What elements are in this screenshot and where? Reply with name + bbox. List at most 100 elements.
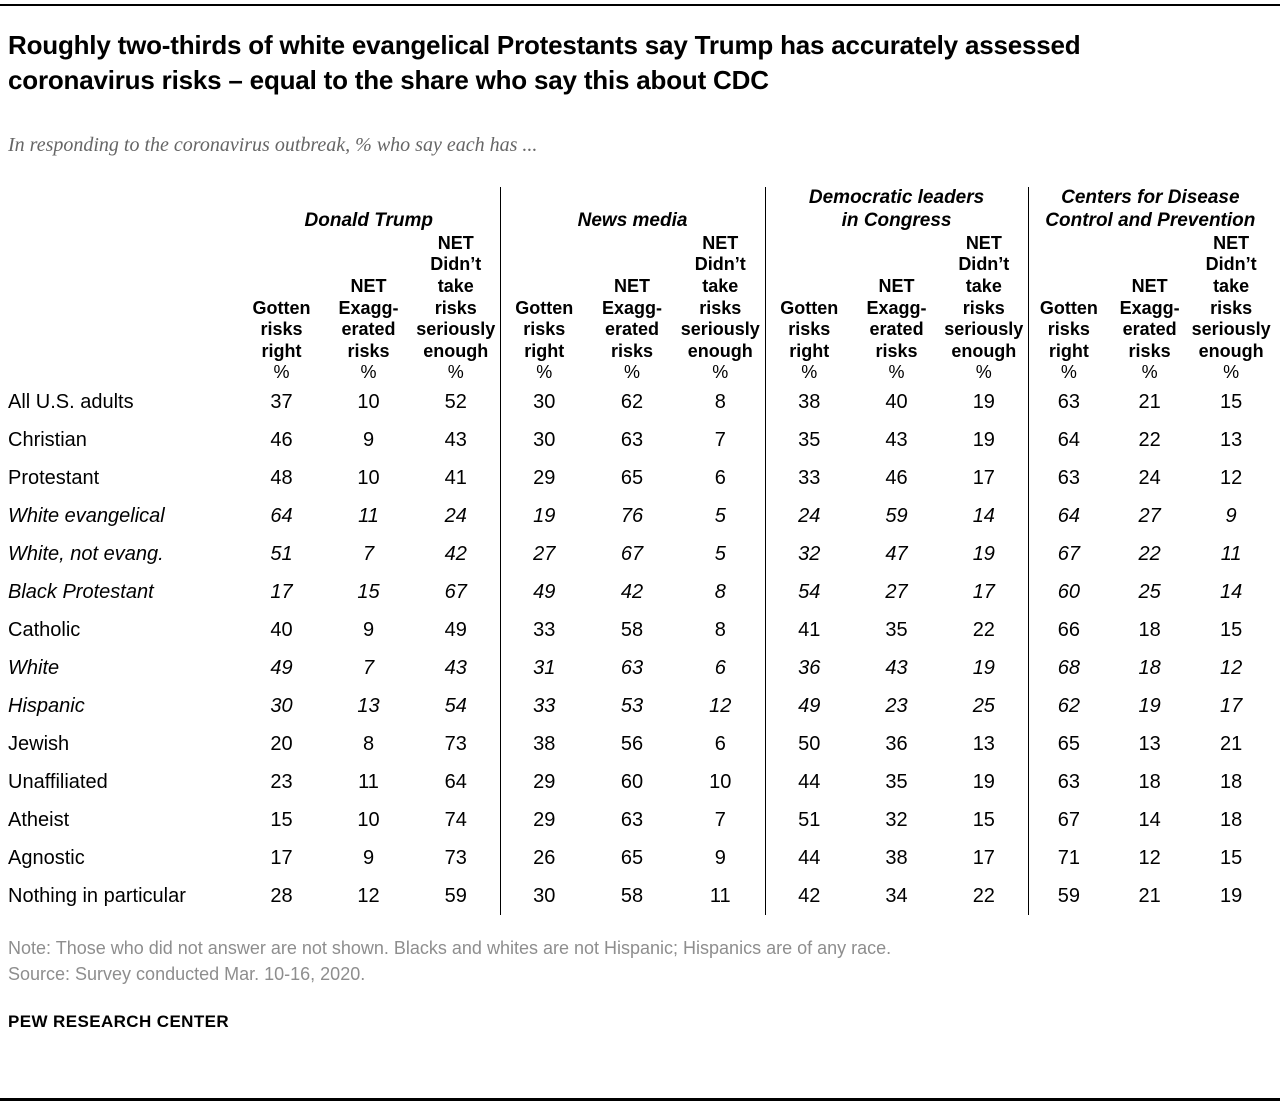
value-cell: 17: [972, 846, 995, 869]
value-cell: 34: [885, 884, 908, 907]
value-cell: 27: [1138, 504, 1161, 527]
value-cell: 30: [499, 383, 589, 422]
unit-cell: %: [975, 362, 992, 383]
value-cell: 40: [270, 618, 293, 641]
value-cell: 49: [764, 687, 854, 726]
value-cell: 9: [362, 618, 375, 641]
row-label: Protestant: [8, 466, 100, 489]
table-header: Donald Trump News media Democratic leaders…: [8, 187, 1273, 384]
row-label: Hispanic: [8, 694, 85, 717]
value-cell: 6: [714, 656, 726, 679]
table-row: White, not evang. 51 7 42 27 67 5 32 47 19 67 22 11: [8, 535, 1272, 574]
value-cell: 12: [1219, 656, 1243, 679]
data-table: Donald Trump News media Democratic leaders…: [8, 187, 1273, 916]
value-cell: 67: [620, 542, 644, 565]
table-row: Black Protestant 17 15 67 49 42 8 54 27 17 60 25 14: [8, 573, 1272, 612]
value-cell: 65: [620, 466, 644, 489]
column-header-row: Gotten risks right NET Exagg- erated risk…: [8, 232, 1272, 363]
unit-cell: %: [1027, 362, 1110, 384]
value-cell: 30: [499, 421, 589, 460]
group-title-cell: News media: [499, 187, 766, 233]
value-cell: 13: [1219, 428, 1243, 451]
value-cell: 6: [714, 466, 726, 489]
unit-cell: %: [447, 362, 464, 383]
value-cell: 19: [972, 656, 995, 679]
value-cell: 22: [1138, 428, 1161, 451]
footer: Note: Those who did not answer are not s…: [8, 935, 1272, 1031]
value-cell: 73: [444, 732, 467, 755]
value-cell: 59: [444, 884, 467, 907]
value-cell: 27: [499, 535, 589, 574]
value-cell: 14: [972, 504, 995, 527]
column-header-cell: NET Didn’t take risks seriously enough: [680, 232, 760, 361]
value-cell: 33: [764, 459, 854, 498]
value-cell: 42: [764, 877, 854, 916]
column-header-cell: NET Didn’t take risks seriously enough: [416, 232, 496, 361]
value-cell: 18: [1219, 808, 1243, 831]
value-cell: 12: [1219, 466, 1243, 489]
value-cell: 43: [444, 656, 467, 679]
value-cell: 59: [1027, 877, 1110, 916]
value-cell: 73: [444, 846, 467, 869]
row-label: Christian: [8, 428, 87, 451]
value-cell: 41: [764, 611, 854, 650]
value-cell: 62: [620, 390, 644, 413]
value-cell: 67: [444, 580, 467, 603]
group-title-cell: Democratic leaders in Congress: [764, 187, 1029, 233]
value-cell: 12: [709, 694, 732, 717]
table-row: Jewish 20 8 73 38 56 6 50 36 13 65 13 21: [8, 725, 1272, 764]
value-cell: 64: [1027, 421, 1110, 460]
column-header-cell: NET Didn’t take risks seriously enough: [1191, 232, 1271, 361]
value-cell: 38: [764, 383, 854, 422]
value-cell: 66: [1027, 611, 1110, 650]
value-cell: 21: [1138, 390, 1161, 413]
value-cell: 33: [499, 611, 589, 650]
value-cell: 64: [270, 504, 293, 527]
corner-cell: [8, 233, 238, 363]
value-cell: 21: [1138, 884, 1161, 907]
value-cell: 48: [270, 466, 293, 489]
value-cell: 18: [1138, 770, 1161, 793]
table-row: Protestant 48 10 41 29 65 6 33 46 17 63 24 12: [8, 459, 1272, 498]
value-cell: 8: [714, 390, 726, 413]
value-cell: 24: [444, 504, 467, 527]
column-header-cell: NET Didn’t take risks seriously enough: [944, 232, 1024, 361]
unit-cell: %: [624, 362, 641, 383]
row-label: White: [8, 656, 60, 679]
value-cell: 10: [357, 808, 380, 831]
value-cell: 65: [1027, 725, 1110, 764]
value-cell: 32: [885, 808, 908, 831]
value-cell: 67: [1027, 535, 1110, 574]
value-cell: 63: [620, 808, 644, 831]
value-cell: 11: [709, 884, 731, 907]
table-row: Nothing in particular 28 12 59 30 58 11 42 34 22 5…: [8, 877, 1272, 916]
unit-cell: %: [1141, 362, 1158, 383]
value-cell: 7: [362, 542, 375, 565]
value-cell: 49: [444, 618, 467, 641]
value-cell: 23: [270, 770, 293, 793]
value-cell: 54: [444, 694, 467, 717]
value-cell: 15: [270, 808, 293, 831]
value-cell: 19: [972, 428, 995, 451]
value-cell: 23: [885, 694, 908, 717]
value-cell: 68: [1027, 649, 1110, 688]
value-cell: 17: [972, 580, 995, 603]
column-header-cell: NET Exagg- erated risks: [338, 275, 399, 361]
value-cell: 9: [362, 428, 375, 451]
value-cell: 19: [972, 542, 995, 565]
row-label: Catholic: [8, 618, 81, 641]
value-cell: 43: [444, 428, 467, 451]
value-cell: 9: [1225, 504, 1237, 527]
value-cell: 49: [499, 573, 589, 612]
value-cell: 19: [972, 390, 995, 413]
value-cell: 43: [885, 656, 908, 679]
value-cell: 27: [885, 580, 908, 603]
table-row: All U.S. adults 37 10 52 30 62 8 38 40 19 63 21 15: [8, 383, 1272, 422]
note-text: Note: Those who did not answer are not s…: [8, 938, 892, 959]
table-row: White evangelical 64 11 24 19 76 5 24 59 14 64 27 9: [8, 497, 1272, 536]
table-body: All U.S. adults 37 10 52 30 62 8 38 40 19 63 21 15 Ch…: [8, 383, 1272, 916]
value-cell: 9: [362, 846, 375, 869]
value-cell: 15: [357, 580, 380, 603]
value-cell: 21: [1219, 732, 1243, 755]
value-cell: 51: [764, 801, 854, 840]
